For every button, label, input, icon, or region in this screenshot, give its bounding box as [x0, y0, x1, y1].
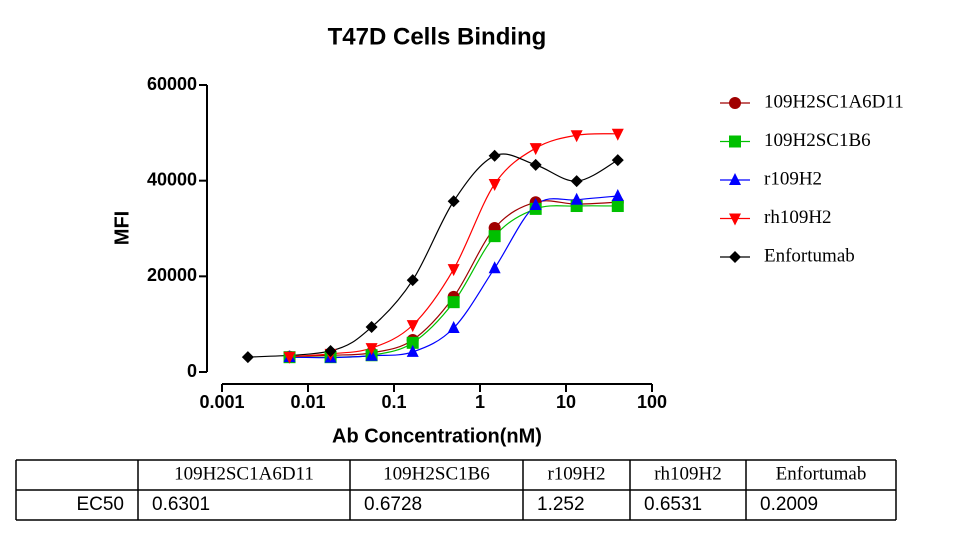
- marker: [406, 336, 419, 349]
- fit-curve: [289, 195, 618, 359]
- marker: [447, 264, 460, 277]
- legend-marker: [729, 135, 741, 148]
- legend-label: rh109H2: [764, 207, 832, 228]
- marker: [488, 179, 501, 192]
- marker: [324, 344, 337, 357]
- y-tick-label: 40000: [147, 169, 197, 189]
- legend-item: Enfortumab: [720, 245, 855, 266]
- table: 109H2SC1A6D11 109H2SC1B6 r109H2 rh109H2 Enfo…: [15, 459, 897, 521]
- marker: [529, 198, 542, 211]
- marker: [611, 154, 624, 167]
- fit-curve: [289, 205, 618, 358]
- marker: [570, 130, 583, 143]
- marker: [283, 351, 296, 364]
- marker: [406, 274, 419, 287]
- marker: [406, 344, 419, 357]
- marker: [447, 195, 460, 208]
- marker: [570, 175, 583, 188]
- legend-item: rh109H2: [720, 207, 832, 228]
- marker: [365, 321, 378, 334]
- y-tick-label: 60000: [147, 74, 197, 94]
- x-tick-label: 0.1: [381, 392, 406, 412]
- marker: [447, 296, 460, 309]
- marker: [241, 351, 254, 364]
- legend-label: 109H2SC1B6: [764, 130, 871, 151]
- row-label: EC50: [76, 494, 124, 515]
- legend-label: 109H2SC1A6D11: [764, 91, 904, 112]
- marker: [365, 343, 378, 356]
- legend-marker: [729, 173, 741, 185]
- marker: [529, 158, 542, 171]
- table-cell: 0.6531: [644, 494, 702, 515]
- marker: [529, 143, 542, 156]
- legend-marker: [729, 213, 741, 226]
- table-cell: 0.6728: [364, 494, 422, 515]
- legend-item: 109H2SC1A6D11: [720, 91, 904, 112]
- marker: [611, 188, 624, 201]
- marker: [570, 192, 583, 205]
- x-tick-label: 0.001: [199, 392, 244, 412]
- table-header: 109H2SC1B6: [383, 463, 490, 484]
- table-header: 109H2SC1A6D11: [174, 463, 314, 484]
- table-header: r109H2: [547, 463, 605, 484]
- legend-marker: [729, 97, 741, 109]
- y-axis-label: MFI: [111, 211, 133, 245]
- x-tick-label: 1: [475, 392, 485, 412]
- marker: [611, 128, 624, 141]
- x-tick-label: 10: [556, 392, 576, 412]
- marker: [488, 230, 501, 243]
- table-cell: 0.6301: [152, 494, 210, 515]
- table-cell: 0.2009: [760, 494, 818, 515]
- y-tick-label: 0: [187, 361, 197, 381]
- x-axis-label: Ab Concentration(nM): [332, 425, 542, 447]
- table-header: rh109H2: [654, 463, 722, 484]
- table-cell: 1.252: [537, 494, 585, 515]
- fit-curve: [247, 153, 619, 358]
- marker: [488, 261, 501, 274]
- chart-title: T47D Cells Binding: [328, 23, 547, 50]
- legend-item: r109H2: [720, 168, 822, 189]
- marker: [406, 320, 419, 333]
- marker: [447, 320, 460, 333]
- legend-marker: [729, 251, 741, 263]
- x-tick-label: 0.01: [290, 392, 325, 412]
- y-tick-label: 20000: [147, 265, 197, 285]
- x-tick-label: 100: [637, 392, 667, 412]
- marker: [488, 149, 501, 162]
- table-header: Enfortumab: [776, 463, 867, 484]
- legend-item: 109H2SC1B6: [720, 130, 871, 151]
- legend-label: r109H2: [764, 168, 822, 189]
- legend-label: Enfortumab: [764, 245, 855, 266]
- fit-curve: [289, 200, 618, 358]
- marker: [611, 200, 624, 213]
